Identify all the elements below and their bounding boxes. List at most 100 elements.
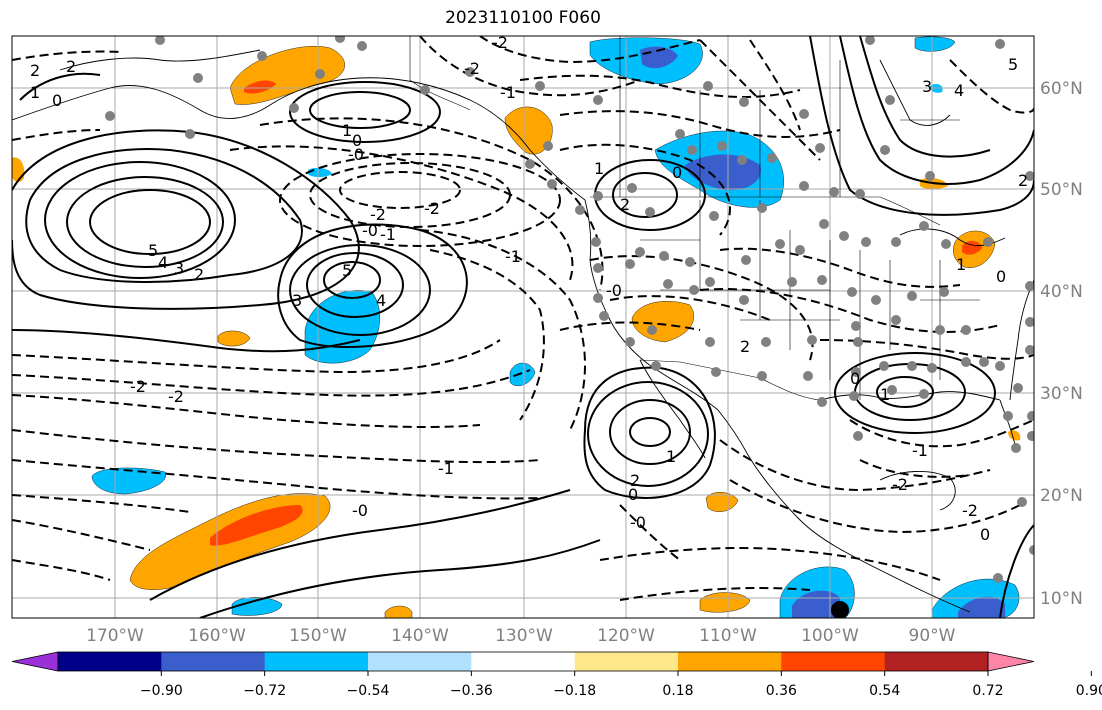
province-lines — [619, 36, 960, 197]
trough-4 — [419, 229, 586, 431]
alaska-high-1 — [309, 91, 411, 129]
contour-label: -2 — [370, 205, 386, 224]
gulf-dash-2 — [859, 459, 971, 478]
baja — [639, 359, 706, 459]
contour-label: 2 — [30, 61, 40, 80]
high2-center-3 — [289, 244, 431, 336]
gulf-high-3 — [834, 352, 996, 434]
epac-dash-2 — [619, 587, 811, 601]
pacific-south-solid-2 — [199, 539, 601, 618]
west-dash-3 — [559, 321, 701, 331]
pacific-dashed-7 — [12, 519, 151, 551]
trough-3 — [429, 249, 545, 421]
contour-label: -0 — [630, 513, 646, 532]
colorbar-outline — [57, 651, 989, 672]
contour-label: 0 — [628, 485, 638, 504]
contour-label: 3 — [292, 291, 302, 310]
contour-label: 0 — [996, 267, 1006, 286]
contour-label: 4 — [954, 81, 964, 100]
mexico-dash-2 — [729, 479, 1021, 534]
yucatan — [879, 470, 956, 511]
gulf-alaska-low-3 — [279, 153, 561, 247]
contour-label: 0 — [850, 369, 860, 388]
contour-label: -2 — [168, 387, 184, 406]
contour-label: 1 — [594, 159, 604, 178]
pacific-dashed-3 — [12, 394, 481, 429]
pacific-dashed-2 — [12, 369, 531, 397]
colorbar-segment — [781, 652, 886, 671]
colorbar-segment — [884, 652, 989, 671]
contour-label: 1 — [956, 255, 966, 274]
lon-label: 90°W — [909, 626, 956, 646]
west-dash-1 — [589, 255, 814, 361]
shaded-fields — [12, 36, 1021, 618]
north-dash-4 — [559, 110, 841, 138]
contour-label: -1 — [380, 225, 396, 244]
pacific-dashed-6 — [12, 494, 191, 513]
colorbar-extend-low — [11, 651, 59, 672]
east-trough-2 — [859, 36, 991, 158]
alaska-canada-border — [409, 36, 471, 111]
pacific-dashed-8 — [12, 559, 111, 581]
shade-pacific-west-neg — [91, 467, 166, 495]
high2-center-2 — [306, 252, 404, 318]
colorbar-extend-high — [987, 651, 1035, 672]
colorbar-tick-label: 0.36 — [766, 683, 797, 699]
colorbar-tick-label: 0.72 — [972, 683, 1003, 699]
shade-epac-small — [699, 592, 751, 613]
north-dash-5 — [699, 39, 821, 161]
trough-2 — [259, 117, 604, 291]
longitude-labels: 170°W 160°W 150°W 140°W 130°W 120°W 110°… — [86, 626, 956, 646]
colorbar: −0.90 −0.72 −0.54 −0.36 −0.18 0.18 0.36 0.54 0.7… — [11, 651, 1102, 699]
lon-label: 160°W — [188, 626, 246, 646]
contour-label: -2 — [892, 475, 908, 494]
contour-label: 5 — [342, 261, 352, 280]
bc-low-dash-1 — [559, 143, 731, 236]
us-mexico-border — [639, 359, 821, 401]
colorbar-segment — [161, 652, 266, 671]
map-title: 2023110100 F060 — [445, 8, 601, 28]
alaska-west-solid — [19, 72, 101, 101]
epac-dash-1 — [599, 547, 941, 581]
contour-label: -1 — [438, 459, 454, 478]
florida — [999, 399, 1016, 446]
shade-epac-small2 — [384, 605, 413, 618]
colorbar-tick-label: 0.18 — [662, 683, 693, 699]
colorbar-tick-label: −0.54 — [347, 683, 390, 699]
shade-epac-core — [792, 590, 840, 618]
mexico-coast — [747, 454, 971, 613]
mexico-dash-1 — [719, 439, 991, 492]
shade-carib-core — [958, 596, 1005, 618]
alaska-north — [59, 49, 261, 71]
pacific-south-solid-1 — [149, 489, 571, 601]
lat-label: 30°N — [1040, 384, 1083, 404]
pacific-dashed-1 — [12, 339, 501, 374]
pacific-zero-line — [12, 329, 361, 353]
colorbar-segment — [368, 652, 472, 671]
us-canada-border — [590, 196, 941, 226]
coastlines — [12, 49, 1034, 613]
lon-label: 100°W — [801, 626, 859, 646]
mexico-high-1 — [629, 417, 671, 447]
high2-center-1 — [323, 261, 381, 299]
colorbar-segment — [471, 652, 576, 671]
shade-mexico-small — [705, 492, 739, 512]
lon-label: 110°W — [699, 626, 757, 646]
high-center-2 — [66, 176, 224, 268]
gulf-alaska-low-1 — [339, 171, 461, 209]
colorbar-tick-label: −0.90 — [140, 683, 183, 699]
east-coast — [1009, 279, 1034, 401]
alaska-high-2 — [289, 81, 441, 143]
high-center-1 — [89, 189, 211, 255]
contour-label: 2 — [194, 265, 204, 284]
colorbar-tick-label: 0.90 — [1076, 683, 1102, 699]
contour-label: 2 — [620, 195, 630, 214]
contour-label: 2 — [1018, 171, 1028, 190]
lat-label: 20°N — [1040, 486, 1083, 506]
contour-label: 1 — [880, 385, 890, 404]
alaska-dash-1 — [12, 50, 121, 61]
shade-florida-small — [1008, 430, 1021, 441]
contour-label: 3 — [174, 259, 184, 278]
lat-label: 10°N — [1040, 589, 1083, 609]
